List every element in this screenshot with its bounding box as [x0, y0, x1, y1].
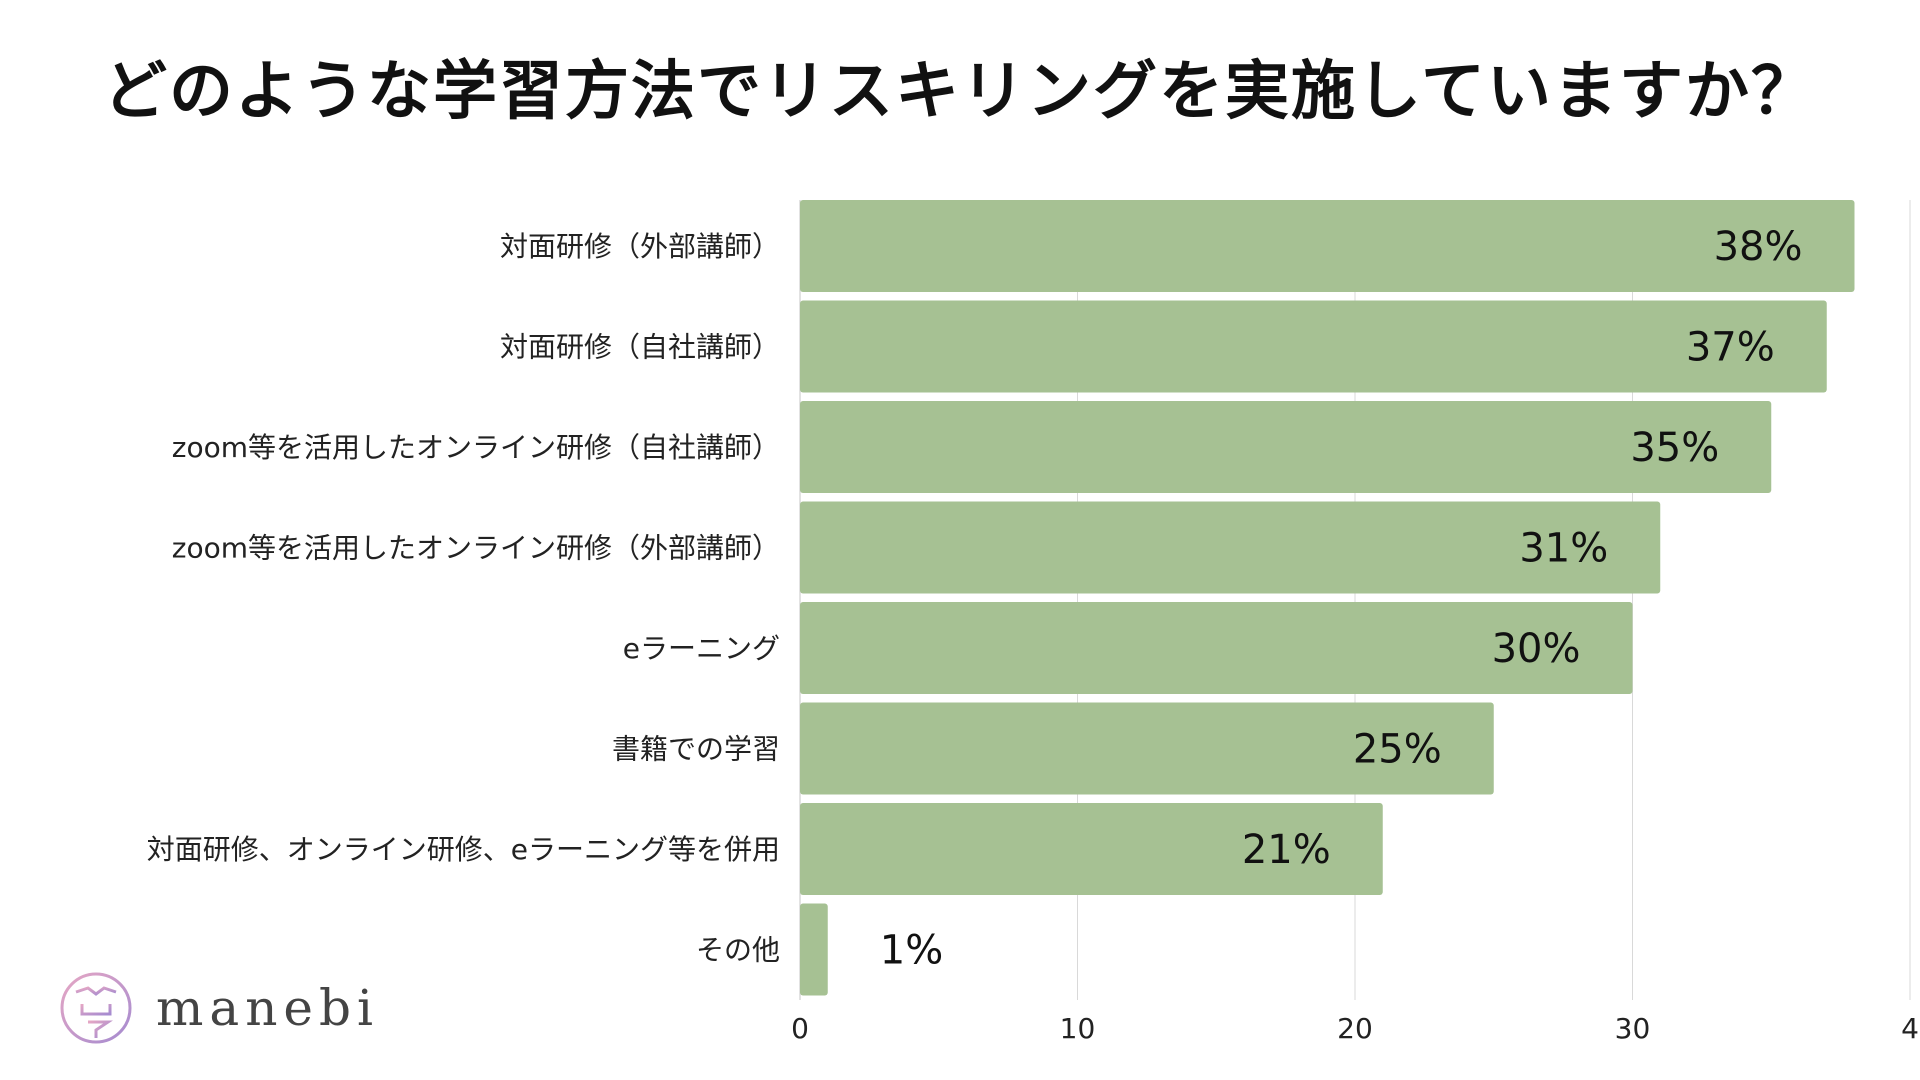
- category-label: 対面研修（外部講師）: [500, 230, 780, 263]
- labels-layer: 対面研修（外部講師） 38% 対面研修（自社講師） 37% zoom等を活用したオンライ…: [147, 224, 1803, 974]
- bars-layer: [800, 200, 1855, 996]
- chart-title: どのような学習方法でリスキリングを実施していますか？: [102, 55, 1818, 129]
- category-label: 対面研修（自社講師）: [500, 331, 780, 364]
- value-label: 21%: [1242, 827, 1331, 873]
- x-tick-label: 20: [1337, 1012, 1373, 1045]
- category-label: eラーニング: [623, 632, 780, 665]
- bar: [800, 401, 1772, 493]
- bar: [800, 200, 1855, 292]
- manebi-logo-icon: [60, 972, 132, 1044]
- value-label: 37%: [1686, 325, 1775, 371]
- bar: [800, 702, 1494, 795]
- manebi-logo-text: manebi: [156, 979, 380, 1037]
- category-label: 対面研修、オンライン研修、eラーニング等を併用: [147, 833, 780, 866]
- category-label: その他: [696, 934, 780, 967]
- manebi-logo: manebi: [58, 968, 379, 1048]
- value-label: 38%: [1714, 224, 1803, 270]
- category-label: 書籍での学習: [612, 733, 780, 766]
- bar: [800, 501, 1661, 594]
- bar: [800, 803, 1383, 895]
- value-label: 30%: [1492, 626, 1581, 672]
- category-label: zoom等を活用したオンライン研修（外部講師）: [172, 532, 780, 565]
- x-tick-label: 30: [1615, 1012, 1651, 1045]
- value-label: 1%: [880, 928, 943, 974]
- ticks-layer: 0 10 20 30 4: [791, 1012, 1919, 1045]
- value-label: 31%: [1519, 526, 1608, 572]
- category-label: zoom等を活用したオンライン研修（自社講師）: [172, 431, 780, 464]
- bar: [800, 602, 1633, 694]
- x-tick-label: 4: [1901, 1012, 1919, 1045]
- value-label: 35%: [1630, 425, 1719, 471]
- x-tick-label: 0: [791, 1012, 809, 1045]
- bar: [800, 300, 1827, 393]
- x-tick-label: 10: [1060, 1012, 1096, 1045]
- value-label: 25%: [1353, 727, 1442, 773]
- bar: [800, 903, 828, 996]
